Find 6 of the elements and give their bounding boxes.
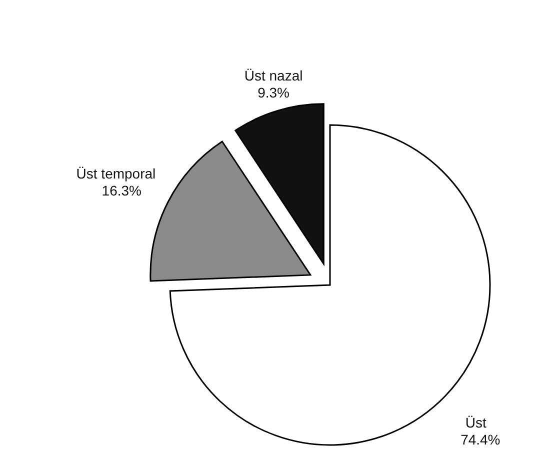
slice-label: Üst nazal	[244, 67, 303, 84]
data-label: 74.4%	[460, 431, 500, 448]
slice-label: Üst temporal	[76, 165, 156, 182]
data-label: 16.3%	[102, 182, 142, 198]
data-label: 9.3%	[258, 84, 290, 100]
slice-label: Üst	[465, 414, 487, 430]
